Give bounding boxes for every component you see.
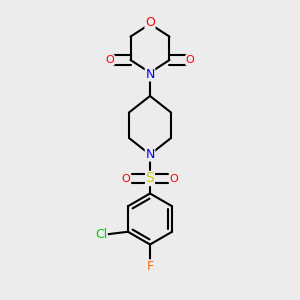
Text: O: O <box>122 173 130 184</box>
Text: N: N <box>145 68 155 81</box>
Text: O: O <box>186 55 195 65</box>
Text: O: O <box>169 173 178 184</box>
Text: S: S <box>146 172 154 185</box>
Text: F: F <box>146 260 154 273</box>
Text: O: O <box>145 16 155 29</box>
Text: Cl: Cl <box>95 228 107 241</box>
Text: N: N <box>145 148 155 161</box>
Text: O: O <box>105 55 114 65</box>
